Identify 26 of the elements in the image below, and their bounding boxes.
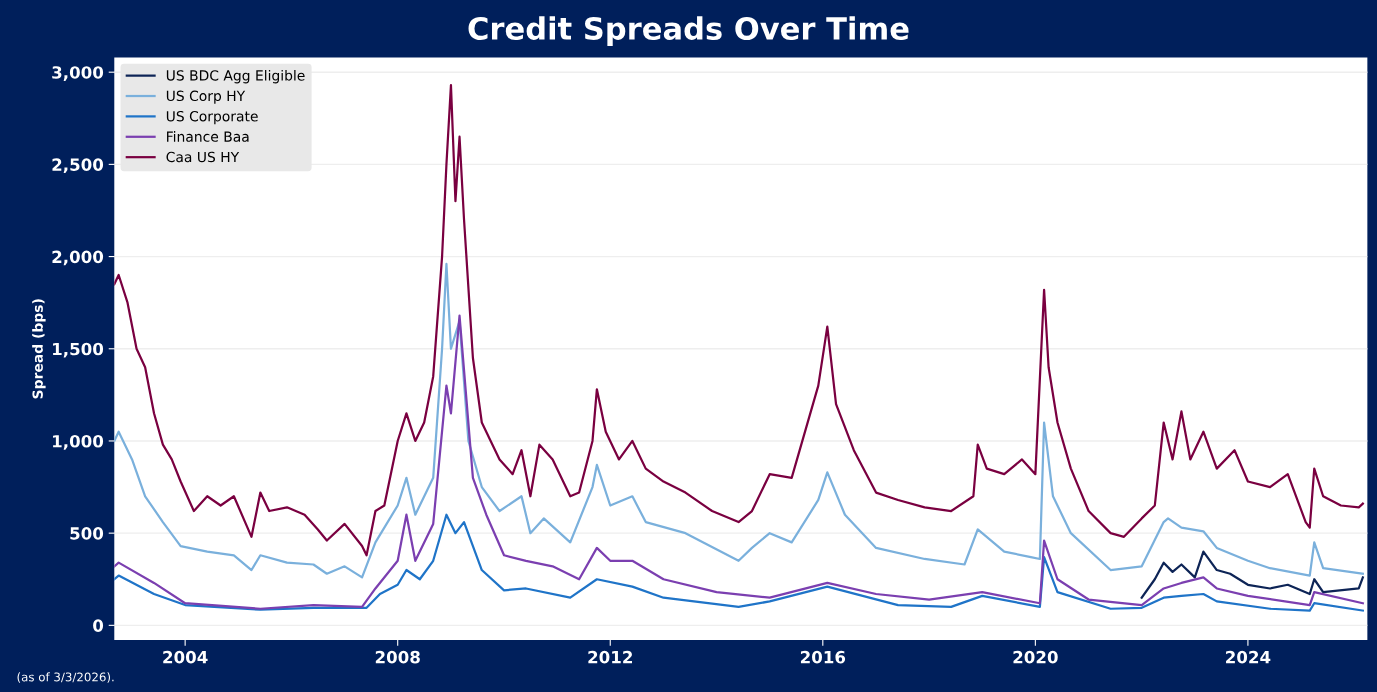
line-series bbox=[1140, 550, 1364, 599]
y-tick-label: 1,000 bbox=[53, 434, 104, 450]
x-tick-label: 2024 bbox=[1226, 650, 1271, 664]
legend-label: US BDC Agg Eligible bbox=[166, 69, 305, 84]
legend-label: Finance Baa bbox=[167, 131, 249, 142]
x-tick-label: 2004 bbox=[163, 650, 208, 664]
y-tick-label: 500 bbox=[70, 527, 104, 540]
y-axis-title: Spread (bps) bbox=[32, 299, 46, 399]
legend-label: US Corporate bbox=[166, 110, 258, 125]
y-tick-label: 2,500 bbox=[52, 158, 104, 174]
line-series bbox=[114, 513, 1364, 612]
y-tick-label: 3,000 bbox=[52, 66, 104, 81]
x-tick-label: 2020 bbox=[1013, 650, 1058, 664]
legend-label: Caa US HY bbox=[166, 151, 240, 163]
legend-label: US Corp HY bbox=[166, 90, 246, 104]
chart-title: Credit Spreads Over Time bbox=[468, 16, 909, 46]
y-tick-label: 2,000 bbox=[52, 250, 104, 266]
y-tick-label: 1,500 bbox=[53, 342, 104, 358]
text: (as of 3/3/2026). bbox=[17, 672, 114, 683]
x-tick-label: 2008 bbox=[375, 650, 420, 664]
y-tick-label: 0 bbox=[93, 619, 104, 632]
line-series bbox=[114, 83, 1364, 557]
line-series bbox=[114, 262, 1364, 579]
x-tick-label: 2016 bbox=[800, 650, 846, 664]
line-series bbox=[114, 314, 1364, 610]
x-tick-label: 2012 bbox=[588, 650, 632, 664]
